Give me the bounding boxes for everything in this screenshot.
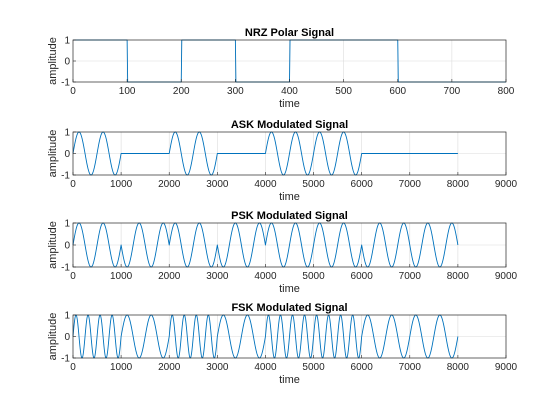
x-tick-label: 3000: [206, 271, 229, 282]
subplot-psk: 0 1000 2000 3000 4000 5000 6000 7000 8000 9000-10…: [47, 210, 518, 295]
y-tick-label: -1: [61, 171, 70, 182]
x-tick-label: 3000: [206, 179, 229, 190]
x-tick-label: 6000: [351, 362, 374, 373]
y-tick-label: 1: [64, 219, 70, 230]
x-tick-label: 5000: [302, 271, 325, 282]
fsk-signal-line: [72, 314, 459, 359]
x-tick-label: 0: [70, 179, 76, 190]
psk-signal-line: [72, 222, 459, 268]
subplot-ask: 0 1000 2000 3000 4000 5000 6000 7000 8000 9000-10…: [47, 119, 518, 203]
chart-title: PSK Modulated Signal: [231, 210, 348, 222]
x-tick-label: 8000: [447, 271, 470, 282]
x-tick-label: 3000: [206, 362, 229, 373]
x-tick-label: 0: [70, 86, 76, 97]
x-tick-label: 1000: [110, 271, 133, 282]
x-tick-label: 6000: [351, 179, 374, 190]
y-tick-label: -1: [61, 263, 70, 274]
x-tick-label: 4000: [254, 362, 277, 373]
x-tick-label: 9000: [495, 271, 518, 282]
x-tick-label: 300: [227, 86, 244, 97]
x-tick-label: 7000: [399, 179, 422, 190]
x-tick-label: 0: [70, 362, 76, 373]
x-tick-label: 2000: [158, 179, 181, 190]
y-tick-label: -1: [61, 78, 70, 89]
y-tick-label: 1: [64, 36, 70, 47]
x-tick-label: 800: [498, 86, 515, 97]
x-axis-label: time: [279, 191, 300, 203]
x-tick-label: 7000: [399, 362, 422, 373]
y-axis-label: amplitude: [47, 313, 59, 361]
chart-title: NRZ Polar Signal: [245, 27, 334, 39]
x-axis-label: time: [279, 98, 300, 110]
y-tick-label: 1: [64, 128, 70, 139]
x-tick-label: 5000: [302, 362, 325, 373]
y-tick-label: 1: [64, 311, 70, 322]
nrz-signal-line: [73, 39, 506, 83]
x-tick-label: 1000: [110, 179, 133, 190]
y-tick-label: 0: [64, 149, 70, 160]
x-axis-label: time: [279, 374, 300, 386]
x-tick-label: 200: [173, 86, 190, 97]
x-tick-label: 4000: [254, 179, 277, 190]
x-tick-label: 4000: [254, 271, 277, 282]
ask-signal-line: [72, 131, 459, 176]
x-tick-label: 8000: [447, 362, 470, 373]
chart-title: ASK Modulated Signal: [231, 119, 348, 131]
x-tick-label: 9000: [495, 362, 518, 373]
y-tick-label: 0: [64, 57, 70, 68]
x-axis-label: time: [279, 283, 300, 295]
x-tick-label: 2000: [158, 362, 181, 373]
x-tick-label: 6000: [351, 271, 374, 282]
chart-title: FSK Modulated Signal: [231, 302, 347, 314]
x-tick-label: 7000: [399, 271, 422, 282]
x-tick-label: 8000: [447, 179, 470, 190]
y-axis-label: amplitude: [47, 130, 59, 178]
x-tick-label: 700: [444, 86, 461, 97]
x-tick-label: 9000: [495, 179, 518, 190]
y-tick-label: 0: [64, 332, 70, 343]
x-tick-label: 5000: [302, 179, 325, 190]
x-tick-label: 600: [389, 86, 406, 97]
x-tick-label: 2000: [158, 271, 181, 282]
x-tick-label: 0: [70, 271, 76, 282]
x-tick-label: 1000: [110, 362, 133, 373]
y-axis-label: amplitude: [47, 221, 59, 269]
x-tick-label: 100: [119, 86, 136, 97]
y-tick-label: -1: [61, 354, 70, 365]
y-axis-label: amplitude: [47, 37, 59, 85]
x-tick-label: 500: [335, 86, 352, 97]
x-tick-label: 400: [281, 86, 298, 97]
y-tick-label: 0: [64, 241, 70, 252]
subplot-fsk: 0 1000 2000 3000 4000 5000 6000 7000 8000 9000-10…: [47, 302, 518, 386]
